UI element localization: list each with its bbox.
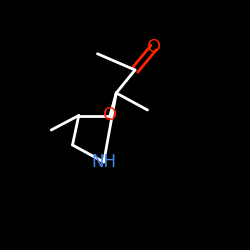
Text: O: O [103, 106, 117, 124]
Text: O: O [147, 38, 161, 56]
Text: NH: NH [91, 153, 116, 171]
